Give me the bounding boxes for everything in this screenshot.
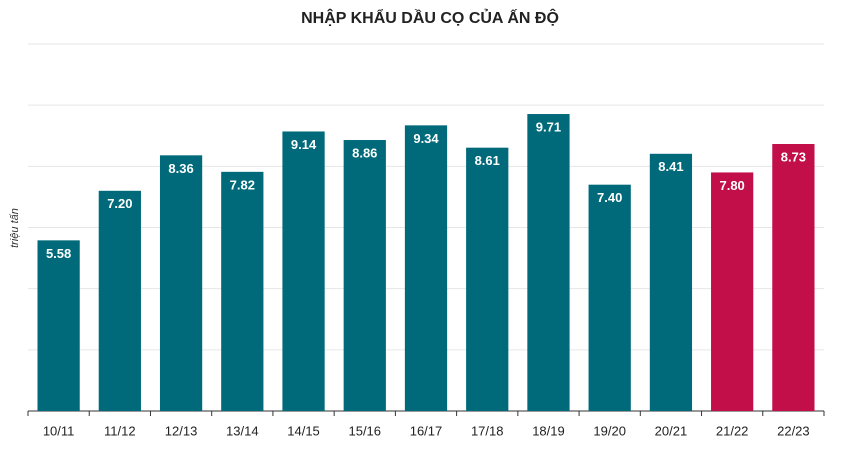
bar (527, 114, 570, 412)
value-label: 8.86 (352, 145, 377, 160)
bar (37, 240, 80, 411)
x-tick-label: 22/23 (777, 423, 810, 438)
x-tick-label: 15/16 (348, 423, 381, 438)
value-label: 9.71 (536, 119, 561, 134)
value-label: 7.40 (597, 190, 622, 205)
value-label: 8.41 (658, 159, 683, 174)
value-label: 7.80 (719, 178, 744, 193)
value-label: 5.58 (46, 246, 71, 261)
x-tick-label: 18/19 (532, 423, 565, 438)
bar (221, 171, 264, 411)
x-tick-label: 17/18 (471, 423, 504, 438)
value-label: 7.82 (230, 177, 255, 192)
bar (772, 144, 815, 411)
chart-title: NHẬP KHẨU DẦU CỌ CỦA ẤN ĐỘ (301, 8, 559, 27)
x-tick-label: 16/17 (410, 423, 443, 438)
bar (282, 131, 325, 412)
x-tick-label: 14/15 (287, 423, 320, 438)
value-label: 9.34 (413, 131, 439, 146)
bar (343, 140, 386, 411)
bar (649, 153, 693, 411)
value-label: 8.61 (475, 153, 500, 168)
x-tick-label: 19/20 (593, 423, 626, 438)
bar (711, 172, 754, 411)
value-label: 8.73 (781, 149, 806, 164)
bar (98, 190, 141, 411)
x-tick-label: 13/14 (226, 423, 259, 438)
value-label: 7.20 (107, 196, 132, 211)
x-tick-label: 11/12 (104, 423, 136, 438)
x-tick-label: 20/21 (655, 423, 688, 438)
y-axis-label: triệu tấn (9, 208, 21, 248)
bar (159, 155, 203, 411)
x-tick-label: 10/11 (43, 423, 75, 438)
x-tick-label: 21/22 (716, 423, 749, 438)
bar (588, 184, 631, 411)
x-tick-label: 12/13 (165, 423, 198, 438)
bar (466, 147, 509, 412)
value-label: 9.14 (291, 137, 317, 152)
bar (404, 125, 448, 411)
value-label: 8.36 (168, 161, 193, 176)
